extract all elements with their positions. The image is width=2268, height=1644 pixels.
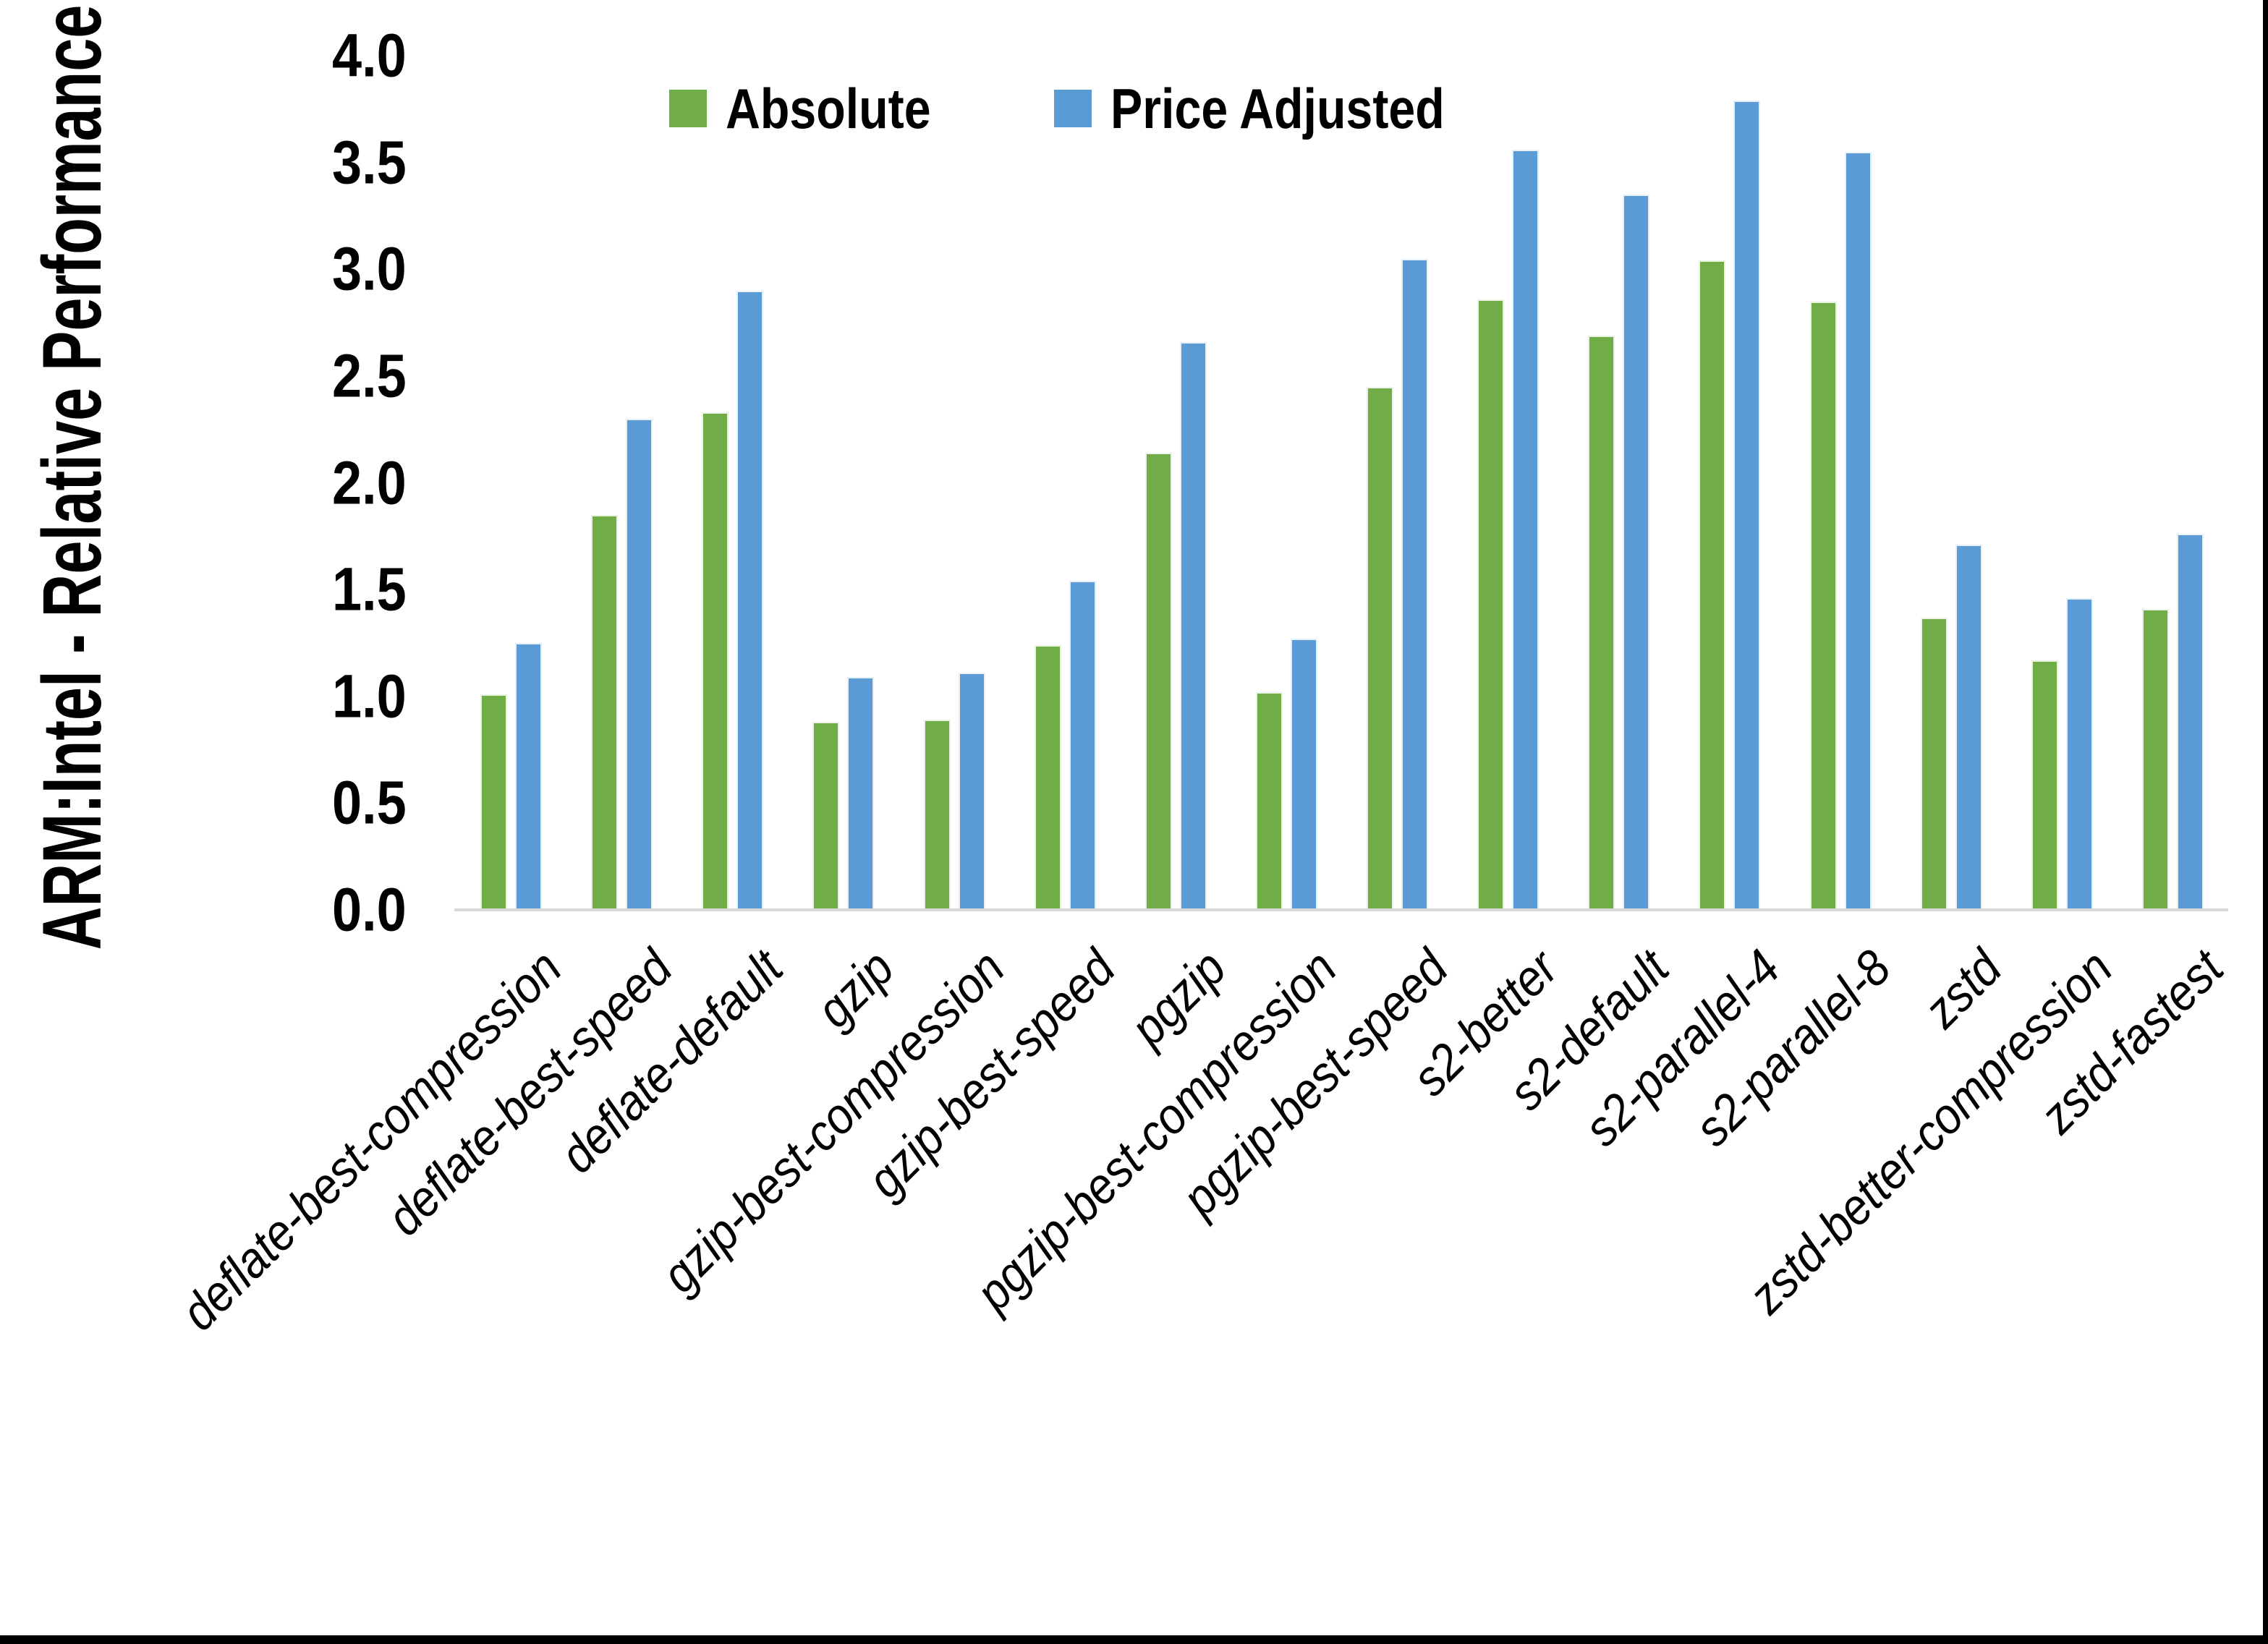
bar-group (566, 56, 677, 910)
bar-absolute (1477, 299, 1505, 910)
window-border-right (2263, 0, 2268, 1644)
bar-price-adjusted (1623, 194, 1650, 910)
bar-absolute (1920, 617, 1948, 910)
legend-item-absolute: Absolute (669, 76, 967, 142)
bar-price-adjusted (2176, 534, 2204, 910)
bar-absolute (1034, 644, 1061, 910)
y-tick-label: 1.5 (332, 555, 407, 623)
bar-group (1453, 56, 1563, 910)
bar-group (1896, 56, 2007, 910)
y-tick-label: 4.0 (332, 21, 407, 90)
bar-group (1010, 56, 1121, 910)
legend-label: Price Adjusted (1110, 76, 1445, 140)
bar-group (1785, 56, 1896, 910)
bar-price-adjusted (515, 642, 543, 910)
legend: Absolute Price Adjusted (669, 71, 1503, 146)
bar-group (2007, 56, 2118, 910)
bar-price-adjusted (736, 290, 764, 910)
bar-group (899, 56, 1010, 910)
bar-price-adjusted (1401, 258, 1429, 910)
bar-price-adjusted (847, 677, 875, 910)
bar-absolute (1699, 260, 1726, 910)
bar-price-adjusted (1290, 639, 1317, 910)
y-tick-label: 1.0 (332, 662, 407, 731)
bar-group (1563, 56, 1674, 910)
bar-absolute (591, 514, 619, 910)
bar-group (456, 56, 566, 910)
y-tick-label: 2.0 (332, 448, 407, 516)
y-axis-title: ARM:Intel - Relative Performance (26, 4, 119, 950)
bar-absolute (2141, 608, 2169, 910)
bar-absolute (1588, 335, 1615, 910)
bar-price-adjusted (958, 673, 985, 910)
bar-group (1121, 56, 1231, 910)
y-tick-label: 2.5 (332, 341, 407, 410)
bar-group (788, 56, 899, 910)
x-axis-line (454, 908, 2228, 911)
bar-absolute (812, 722, 840, 910)
bar-absolute (702, 412, 729, 910)
legend-label: Absolute (726, 76, 931, 140)
bar-group (1674, 56, 1785, 910)
plot-area (456, 56, 2228, 910)
bar-price-adjusted (626, 418, 653, 910)
bar-absolute (1255, 691, 1283, 910)
y-tick-label: 0.5 (332, 768, 407, 837)
y-tick-label: 3.0 (332, 234, 407, 303)
bar-absolute (1144, 453, 1172, 910)
bar-group (1342, 56, 1453, 910)
bar-price-adjusted (1844, 151, 1872, 910)
bar-price-adjusted (1069, 581, 1096, 910)
y-tick-label: 3.5 (332, 128, 407, 197)
bar-price-adjusted (2065, 597, 2093, 910)
bar-absolute (480, 694, 508, 910)
bar-price-adjusted (1733, 101, 1761, 910)
bar-group (677, 56, 788, 910)
bar-group (1231, 56, 1342, 910)
y-tick-label: 0.0 (332, 875, 407, 944)
bar-absolute (923, 720, 951, 910)
bar-price-adjusted (1512, 149, 1539, 910)
bar-absolute (1809, 301, 1837, 910)
window-border-bottom (0, 1635, 2268, 1644)
bar-absolute (1367, 386, 1394, 910)
bar-absolute (2031, 660, 2058, 910)
legend-item-price-adjusted: Price Adjusted (1053, 76, 1503, 142)
bar-price-adjusted (1955, 545, 1982, 910)
legend-swatch-icon (1053, 90, 1092, 127)
legend-swatch-icon (669, 90, 707, 127)
bar-group (2118, 56, 2228, 910)
bar-price-adjusted (1179, 341, 1207, 910)
